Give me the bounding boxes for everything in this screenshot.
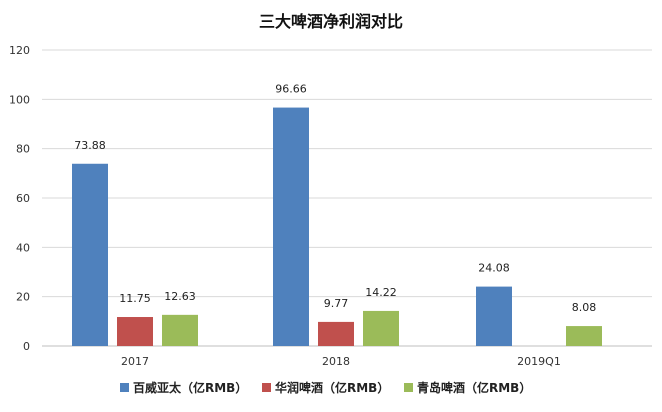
x-tick-label: 2017 [121, 355, 149, 368]
y-axis: 0 20 40 60 80 100 120 [9, 44, 30, 353]
legend-label: 青岛啤酒（亿RMB） [417, 380, 531, 395]
data-label: 24.08 [478, 262, 510, 275]
bar [117, 317, 153, 346]
data-label: 12.63 [164, 290, 196, 303]
data-label: 96.66 [275, 83, 307, 96]
chart-title: 三大啤酒净利润对比 [259, 12, 403, 31]
data-label: 11.75 [119, 292, 151, 305]
y-tick-label: 40 [16, 241, 30, 254]
y-tick-label: 60 [16, 192, 30, 205]
y-tick-label: 80 [16, 143, 30, 156]
data-labels: 73.88 11.75 12.63 96.66 9.77 14.22 24.08 8.08 [74, 83, 596, 314]
legend-label: 百威亚太（亿RMB） [133, 380, 247, 395]
bar [72, 163, 108, 346]
y-tick-label: 120 [9, 44, 30, 57]
data-label: 9.77 [324, 297, 349, 310]
y-tick-label: 100 [9, 93, 30, 106]
x-tick-label: 2018 [322, 355, 350, 368]
bars [72, 107, 602, 347]
gridlines [42, 49, 652, 347]
bar [363, 310, 399, 346]
legend-swatch [262, 383, 271, 392]
legend-swatch [404, 383, 413, 392]
x-tick-label: 2019Q1 [517, 355, 561, 368]
bar [273, 107, 309, 347]
legend: 百威亚太（亿RMB） 华润啤酒（亿RMB） 青岛啤酒（亿RMB） [120, 380, 531, 395]
x-axis: 2017 2018 2019Q1 [121, 355, 561, 368]
y-tick-label: 0 [23, 340, 30, 353]
legend-label: 华润啤酒（亿RMB） [275, 380, 389, 395]
y-tick-label: 20 [16, 291, 30, 304]
bar [318, 321, 354, 346]
data-label: 73.88 [74, 139, 106, 152]
legend-swatch [120, 383, 129, 392]
bar [476, 286, 512, 346]
data-label: 8.08 [572, 301, 597, 314]
bar [566, 326, 602, 346]
data-label: 14.22 [365, 286, 397, 299]
bar [162, 314, 198, 346]
